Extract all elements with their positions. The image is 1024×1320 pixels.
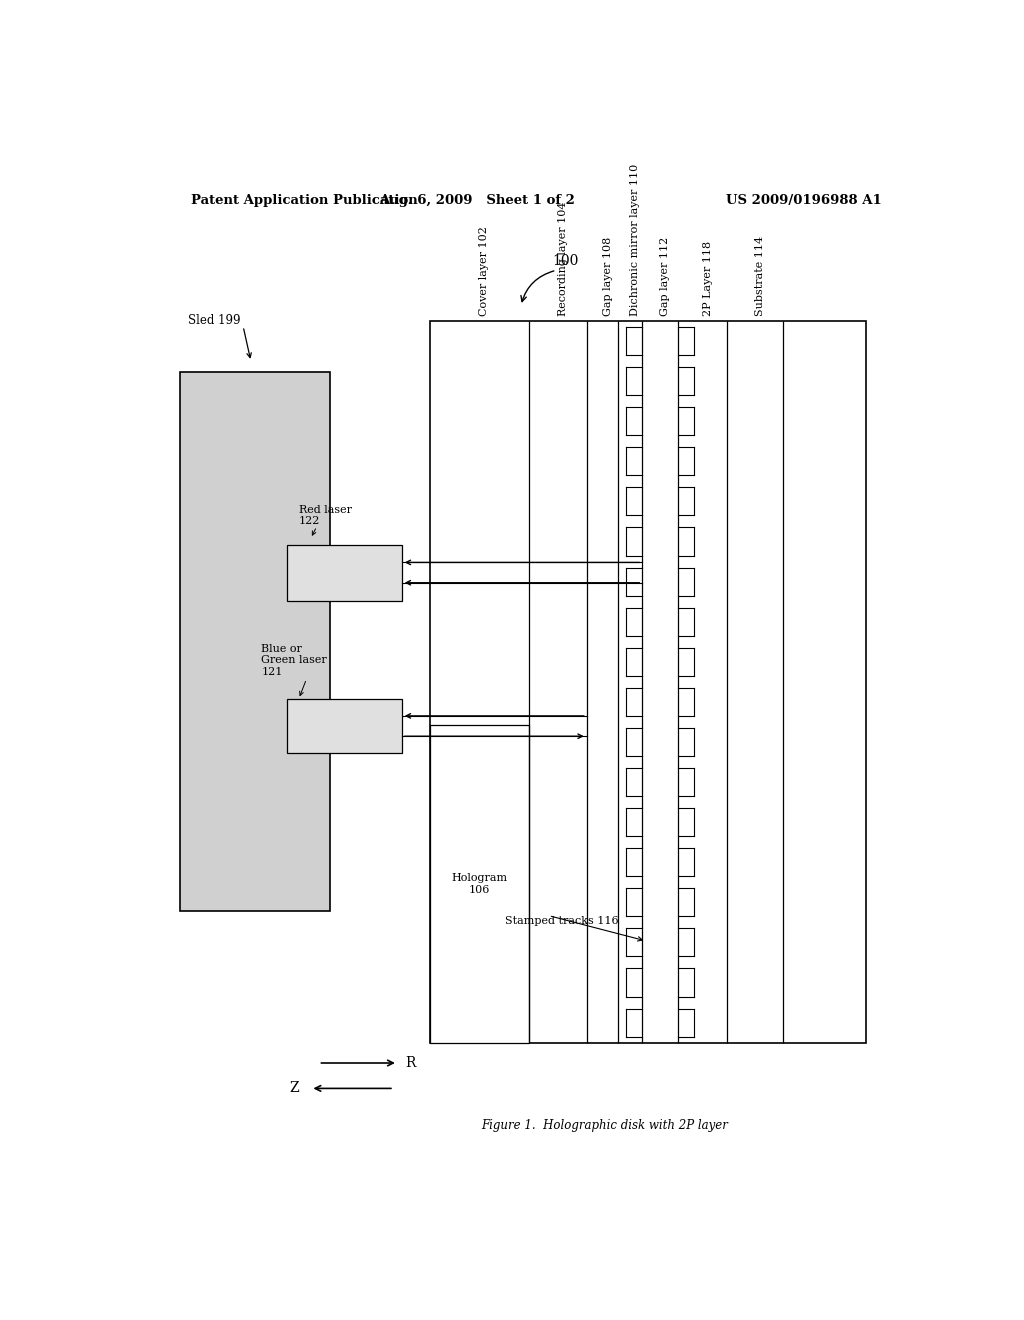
Text: Substrate 114: Substrate 114 <box>755 236 765 315</box>
Text: R: R <box>406 1056 416 1071</box>
Bar <box>287 545 401 601</box>
Text: Figure 1.  Holographic disk with 2P layer: Figure 1. Holographic disk with 2P layer <box>480 1119 728 1131</box>
Text: Red laser
122: Red laser 122 <box>299 504 351 527</box>
Text: Blue or
Green laser
121: Blue or Green laser 121 <box>261 644 327 677</box>
Text: 2P Layer 118: 2P Layer 118 <box>702 240 713 315</box>
Text: Sled 199: Sled 199 <box>187 314 240 327</box>
Text: Stamped tracks 116: Stamped tracks 116 <box>505 916 618 925</box>
Bar <box>287 700 401 752</box>
Text: Hologram
106: Hologram 106 <box>452 873 507 895</box>
Text: Gap layer 112: Gap layer 112 <box>660 236 670 315</box>
Text: US 2009/0196988 A1: US 2009/0196988 A1 <box>726 194 882 207</box>
Text: Dichronic mirror layer 110: Dichronic mirror layer 110 <box>631 164 640 315</box>
Bar <box>430 321 866 1043</box>
Text: Cover layer 102: Cover layer 102 <box>479 226 489 315</box>
Bar <box>430 725 528 1043</box>
Text: Z: Z <box>289 1081 299 1096</box>
Text: Aug. 6, 2009   Sheet 1 of 2: Aug. 6, 2009 Sheet 1 of 2 <box>379 194 575 207</box>
Bar <box>179 372 331 911</box>
Text: Gap layer 108: Gap layer 108 <box>602 236 612 315</box>
Text: Patent Application Publication: Patent Application Publication <box>191 194 418 207</box>
Text: Recording layer 104: Recording layer 104 <box>558 202 567 315</box>
Text: 100: 100 <box>553 255 579 268</box>
